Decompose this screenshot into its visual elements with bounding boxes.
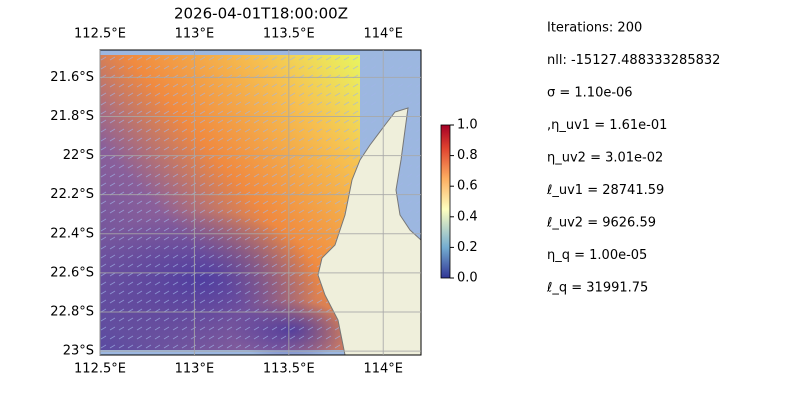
annotation: η_uv2 = 3.01e-02 (547, 151, 663, 166)
colorbar-tick-label: 0.2 (457, 240, 478, 255)
land (317, 107, 421, 355)
colorbar (440, 124, 451, 279)
colorbar-tick-label: 0.0 (457, 271, 478, 286)
y-tick-label: 21.8°S (50, 109, 94, 124)
annotation: Iterations: 200 (547, 21, 642, 36)
x-tick-label: 114°E (363, 27, 403, 42)
map-title: 2026-04-01T18:00:00Z (174, 5, 348, 23)
y-tick-label: 21.6°S (50, 70, 94, 85)
colorbar-tick-label: 0.4 (457, 209, 478, 224)
x-tick-label: 114°E (363, 362, 403, 377)
annotation: σ = 1.10e-06 (547, 86, 633, 101)
x-tick-label: 113°E (175, 362, 215, 377)
map-area (100, 50, 421, 355)
annotation: ℓ_uv1 = 28741.59 (546, 183, 664, 198)
x-tick-label: 113.5°E (263, 27, 315, 42)
x-tick-label: 113.5°E (263, 362, 315, 377)
annotation: η_q = 1.00e-05 (547, 248, 647, 263)
colorbar-tick-label: 0.8 (457, 148, 478, 163)
annotation: ,η_uv1 = 1.61e-01 (547, 118, 667, 133)
x-tick-label: 113°E (175, 27, 215, 42)
y-tick-label: 22.6°S (50, 265, 94, 280)
annotation: ℓ_q = 31991.75 (546, 281, 648, 296)
colorbar-tick-label: 1.0 (457, 118, 478, 133)
x-tick-label: 112.5°E (74, 27, 126, 42)
y-tick-label: 22°S (63, 148, 94, 163)
colorbar-tick-label: 0.6 (457, 179, 478, 194)
y-tick-label: 22.4°S (50, 226, 94, 241)
y-tick-label: 22.2°S (50, 187, 94, 202)
annotation: ℓ_uv2 = 9626.59 (546, 216, 656, 231)
y-tick-label: 22.8°S (50, 304, 94, 319)
x-tick-label: 112.5°E (74, 362, 126, 377)
annotation: nll: -15127.488333285832 (547, 53, 720, 68)
annotations: Iterations: 200 nll: -15127.488333285832 σ… (546, 21, 720, 296)
y-tick-label: 23°S (63, 344, 94, 359)
